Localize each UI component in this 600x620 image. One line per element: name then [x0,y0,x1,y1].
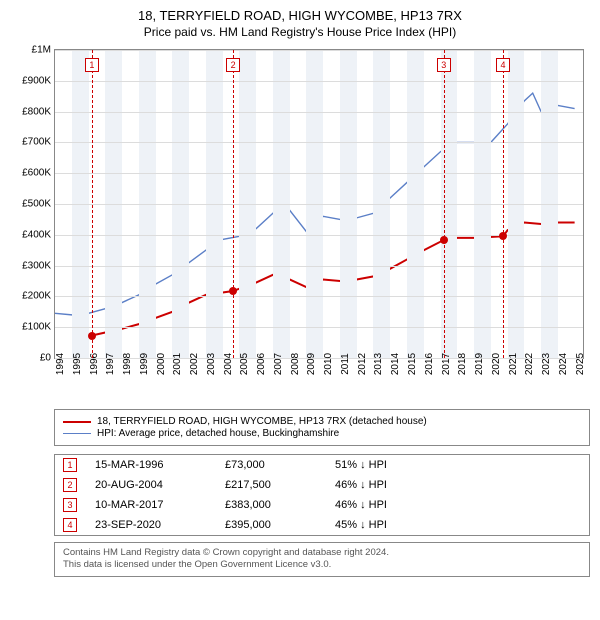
sale-line [444,50,445,358]
sale-marker: 2 [226,58,240,72]
sale-dot [499,232,507,240]
footer-line-2: This data is licensed under the Open Gov… [63,559,581,571]
legend-label: HPI: Average price, detached house, Buck… [97,428,339,439]
table-row: 2 20-AUG-2004£217,50046% ↓ HPI [55,475,589,495]
x-axis-label: 2002 [189,353,200,375]
y-axis-label: £800K [22,106,51,117]
y-axis-label: £100K [22,322,51,333]
y-axis-label: £300K [22,260,51,271]
x-axis-label: 2016 [424,353,435,375]
x-axis-label: 2021 [508,353,519,375]
x-axis-label: 2001 [172,353,183,375]
sale-dot [88,332,96,340]
legend-row: 18, TERRYFIELD ROAD, HIGH WYCOMBE, HP13 … [63,416,581,427]
x-axis-label: 2017 [441,353,452,375]
chart-wrap: £0£100K£200K£300K£400K£500K£600K£700K£80… [10,49,590,359]
x-axis-label: 1994 [55,353,66,375]
x-axis-label: 2007 [273,353,284,375]
sale-hpi: 46% ↓ HPI [335,499,581,511]
sale-marker: 3 [437,58,451,72]
x-axis-label: 2003 [206,353,217,375]
x-axis-label: 2025 [575,353,586,375]
footer-line-1: Contains HM Land Registry data © Crown c… [63,547,581,559]
sale-hpi: 51% ↓ HPI [335,459,581,471]
sale-price: £383,000 [225,499,335,511]
chart-title: 18, TERRYFIELD ROAD, HIGH WYCOMBE, HP13 … [10,8,590,23]
x-axis-label: 2023 [541,353,552,375]
sale-hpi: 45% ↓ HPI [335,519,581,531]
chart-subtitle: Price paid vs. HM Land Registry's House … [10,25,590,39]
x-axis-label: 2020 [491,353,502,375]
sale-price: £73,000 [225,459,335,471]
x-axis-label: 2024 [558,353,569,375]
y-axis-label: £400K [22,229,51,240]
y-axis-label: £600K [22,168,51,179]
x-axis-label: 2014 [390,353,401,375]
table-row: 4 23-SEP-2020£395,00045% ↓ HPI [55,515,589,535]
x-axis-label: 2008 [290,353,301,375]
sale-date: 20-AUG-2004 [95,479,225,491]
legend-label: 18, TERRYFIELD ROAD, HIGH WYCOMBE, HP13 … [97,416,427,427]
legend-swatch [63,433,91,434]
sale-line [503,50,504,358]
x-axis-label: 2000 [156,353,167,375]
y-axis-label: £700K [22,137,51,148]
sale-price: £217,500 [225,479,335,491]
sale-number: 3 [63,498,77,512]
y-axis-label: £900K [22,75,51,86]
table-row: 1 15-MAR-1996£73,00051% ↓ HPI [55,455,589,475]
table-row: 3 10-MAR-2017£383,00046% ↓ HPI [55,495,589,515]
x-axis-label: 1996 [89,353,100,375]
x-axis-label: 1997 [105,353,116,375]
legend-row: HPI: Average price, detached house, Buck… [63,428,581,439]
x-axis-label: 2011 [340,353,351,375]
x-axis-label: 2009 [306,353,317,375]
x-axis-label: 2010 [323,353,334,375]
sale-number: 2 [63,478,77,492]
sale-line [233,50,234,358]
x-axis-label: 1999 [139,353,150,375]
x-axis-label: 2012 [357,353,368,375]
x-axis-label: 2015 [407,353,418,375]
chart-area: £0£100K£200K£300K£400K£500K£600K£700K£80… [54,49,584,359]
legend-swatch [63,421,91,423]
x-axis-label: 2018 [457,353,468,375]
sales-table: 1 15-MAR-1996£73,00051% ↓ HPI 2 20-AUG-2004… [54,454,590,536]
sale-hpi: 46% ↓ HPI [335,479,581,491]
sale-dot [229,287,237,295]
sale-marker: 1 [85,58,99,72]
sale-marker: 4 [496,58,510,72]
sale-dot [440,236,448,244]
sale-price: £395,000 [225,519,335,531]
x-axis-label: 2013 [373,353,384,375]
footer: Contains HM Land Registry data © Crown c… [54,542,590,577]
sale-date: 10-MAR-2017 [95,499,225,511]
x-axis-label: 2019 [474,353,485,375]
x-axis-label: 2006 [256,353,267,375]
sale-number: 1 [63,458,77,472]
x-axis-label: 2005 [239,353,250,375]
gridline [55,358,583,359]
x-axis-label: 1995 [72,353,83,375]
sale-date: 23-SEP-2020 [95,519,225,531]
x-axis-label: 1998 [122,353,133,375]
sale-line [92,50,93,358]
sale-date: 15-MAR-1996 [95,459,225,471]
y-axis-label: £500K [22,199,51,210]
x-axis-label: 2004 [223,353,234,375]
legend: 18, TERRYFIELD ROAD, HIGH WYCOMBE, HP13 … [54,409,590,446]
y-axis-label: £1M [32,45,51,56]
y-axis-label: £0 [40,353,51,364]
sale-number: 4 [63,518,77,532]
y-axis-label: £200K [22,291,51,302]
x-axis-label: 2022 [524,353,535,375]
chart-container: 18, TERRYFIELD ROAD, HIGH WYCOMBE, HP13 … [0,0,600,587]
